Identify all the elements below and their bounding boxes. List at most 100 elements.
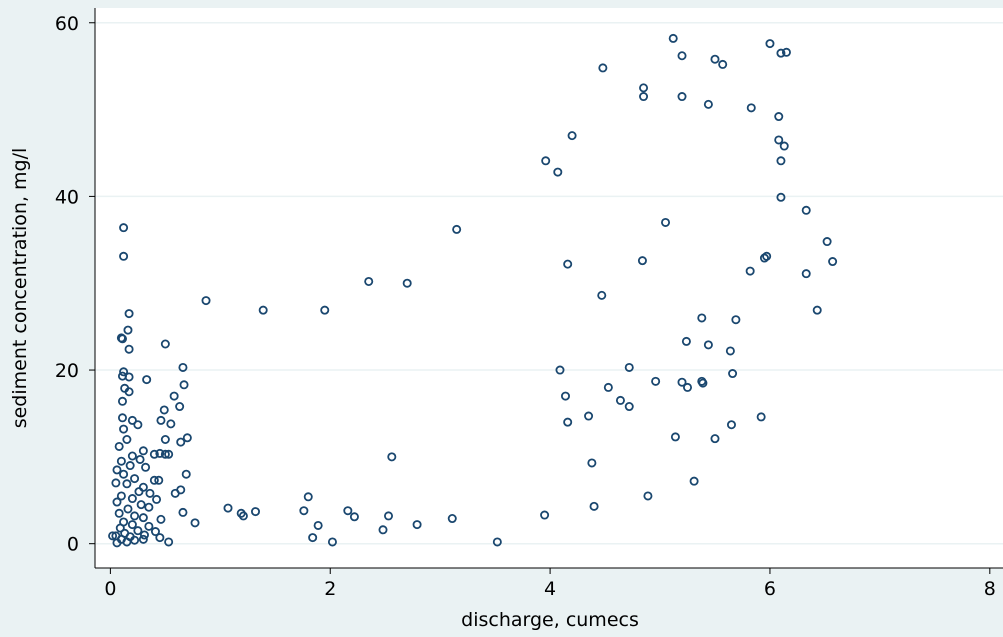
point: [155, 533, 165, 543]
point: [349, 512, 359, 522]
point: [135, 454, 145, 464]
point: [176, 437, 186, 447]
point: [125, 461, 135, 471]
point: [710, 434, 720, 444]
point: [119, 424, 129, 434]
point: [651, 376, 661, 386]
point: [141, 462, 151, 472]
x-tick-label: 0: [104, 578, 116, 600]
point: [689, 476, 699, 486]
point: [117, 334, 127, 344]
point: [112, 465, 122, 475]
point: [130, 474, 140, 484]
point: [560, 391, 570, 401]
point: [801, 205, 811, 215]
point: [190, 518, 200, 528]
point: [726, 420, 736, 430]
point: [119, 367, 129, 377]
point: [154, 475, 164, 485]
point: [160, 435, 170, 445]
point: [144, 502, 154, 512]
point: [133, 526, 143, 536]
point: [299, 506, 309, 516]
point: [156, 415, 166, 425]
point: [540, 510, 550, 520]
point: [555, 365, 565, 375]
point: [308, 533, 318, 543]
point: [124, 372, 134, 382]
x-tick-label: 6: [764, 578, 776, 600]
point: [756, 412, 766, 422]
point: [127, 415, 137, 425]
point: [776, 48, 786, 58]
point: [343, 506, 353, 516]
point: [114, 441, 124, 451]
point: [116, 456, 126, 466]
point: [201, 296, 211, 306]
point: [320, 305, 330, 315]
point: [774, 135, 784, 145]
point: [122, 537, 132, 547]
point: [710, 54, 720, 64]
point: [677, 51, 687, 61]
y-tick-label: 20: [55, 360, 79, 382]
y-axis-label: sediment concentration, mg/l: [9, 148, 31, 429]
point: [127, 451, 137, 461]
point: [144, 521, 154, 531]
point: [122, 479, 132, 489]
point: [765, 39, 775, 49]
point: [164, 537, 174, 547]
point: [639, 83, 649, 93]
point: [166, 419, 176, 429]
point: [384, 511, 394, 521]
point: [134, 487, 144, 497]
point: [698, 378, 708, 388]
point: [160, 449, 170, 459]
point: [598, 63, 608, 73]
point: [169, 391, 179, 401]
point: [142, 375, 152, 385]
point: [643, 491, 653, 501]
point: [728, 369, 738, 379]
point: [124, 344, 134, 354]
point: [178, 507, 188, 517]
point: [124, 387, 134, 397]
point: [567, 131, 577, 141]
point: [447, 514, 457, 524]
point: [725, 346, 735, 356]
point: [127, 494, 137, 504]
point: [182, 433, 192, 443]
point: [681, 336, 691, 346]
point: [155, 448, 165, 458]
point: [563, 417, 573, 427]
point: [661, 217, 671, 227]
point: [181, 469, 191, 479]
point: [589, 501, 599, 511]
point: [170, 488, 180, 498]
point: [156, 514, 166, 524]
point: [138, 513, 148, 523]
point: [412, 520, 422, 530]
x-axis-label: discharge, cumecs: [461, 609, 639, 631]
point: [124, 309, 134, 319]
point: [812, 305, 822, 315]
point: [801, 269, 811, 279]
x-tick-label: 8: [984, 578, 996, 600]
point: [136, 500, 146, 510]
point: [677, 377, 687, 387]
point: [492, 537, 502, 547]
point: [378, 525, 388, 535]
point: [541, 156, 551, 166]
point: [119, 251, 129, 261]
point: [122, 435, 132, 445]
point: [387, 452, 397, 462]
y-tick-label: 40: [55, 186, 79, 208]
point: [828, 257, 838, 267]
point: [250, 507, 260, 517]
point: [130, 511, 140, 521]
point: [108, 531, 118, 541]
point: [668, 33, 678, 43]
point: [145, 488, 155, 498]
point: [117, 413, 127, 423]
